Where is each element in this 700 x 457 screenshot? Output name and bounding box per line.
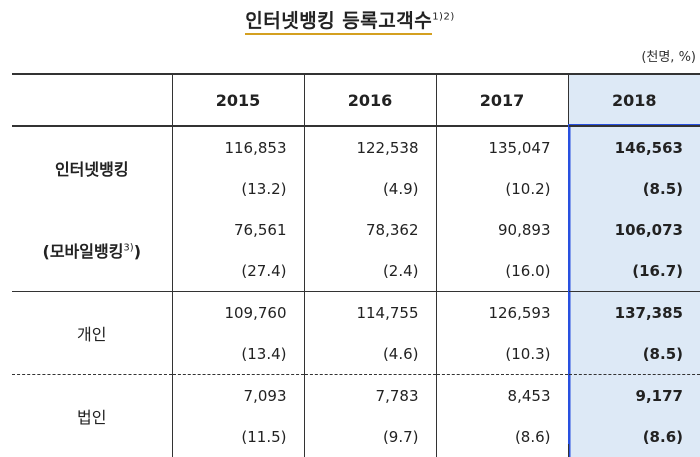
table-cell-highlight: 146,563 xyxy=(568,126,700,168)
table-cell: 90,893 xyxy=(436,209,568,250)
table-cell: (11.5) xyxy=(172,416,304,457)
table-cell-highlight: (16.7) xyxy=(568,250,700,292)
table-cell: 8,453 xyxy=(436,375,568,417)
header-row: 2015 2016 2017 2018 xyxy=(12,74,700,126)
header-year: 2015 xyxy=(172,74,304,126)
table-cell: (13.4) xyxy=(172,333,304,375)
table-cell: 109,760 xyxy=(172,292,304,334)
header-year: 2017 xyxy=(436,74,568,126)
table-cell: 126,593 xyxy=(436,292,568,334)
table-cell-highlight: 9,177 xyxy=(568,375,700,417)
title-footnote: 1)2) xyxy=(432,12,455,23)
row-label: 인터넷뱅킹 xyxy=(12,126,172,209)
row-label: 개인 xyxy=(12,292,172,375)
table-row: (모바일뱅킹3)) 76,561 78,362 90,893 106,073 xyxy=(12,209,700,250)
row-label-text: (모바일뱅킹 xyxy=(43,242,124,261)
title-text: 인터넷뱅킹 등록고객수 xyxy=(245,10,432,35)
page-title: 인터넷뱅킹 등록고객수1)2) xyxy=(0,6,700,33)
table-cell: 7,783 xyxy=(304,375,436,417)
table-cell: (10.2) xyxy=(436,168,568,209)
header-year: 2016 xyxy=(304,74,436,126)
table-cell: (13.2) xyxy=(172,168,304,209)
data-table: 2015 2016 2017 2018 인터넷뱅킹 116,853 122,53… xyxy=(12,73,700,457)
table-cell: 135,047 xyxy=(436,126,568,168)
table-cell: (27.4) xyxy=(172,250,304,292)
table-cell-highlight: (8.5) xyxy=(568,333,700,375)
table-cell: 122,538 xyxy=(304,126,436,168)
table-cell-highlight: 137,385 xyxy=(568,292,700,334)
table-cell: (9.7) xyxy=(304,416,436,457)
table-cell: (2.4) xyxy=(304,250,436,292)
table-row: 개인 109,760 114,755 126,593 137,385 xyxy=(12,292,700,334)
table-cell: 76,561 xyxy=(172,209,304,250)
row-label: 법인 xyxy=(12,375,172,457)
unit-label: (천명, %) xyxy=(641,46,696,65)
table-cell: (8.6) xyxy=(436,416,568,457)
table-cell-highlight: 106,073 xyxy=(568,209,700,250)
table-cell: 116,853 xyxy=(172,126,304,168)
table-cell: 7,093 xyxy=(172,375,304,417)
table-cell: (16.0) xyxy=(436,250,568,292)
table-row: 인터넷뱅킹 116,853 122,538 135,047 146,563 xyxy=(12,126,700,168)
row-label: (모바일뱅킹3)) xyxy=(12,209,172,292)
row-label-tail: ) xyxy=(134,242,141,261)
table-cell: 78,362 xyxy=(304,209,436,250)
table-cell: (4.6) xyxy=(304,333,436,375)
table-cell: (4.9) xyxy=(304,168,436,209)
table-row: 법인 7,093 7,783 8,453 9,177 xyxy=(12,375,700,417)
table-cell-highlight: (8.6) xyxy=(568,416,700,457)
header-year-highlight: 2018 xyxy=(568,74,700,126)
table-cell: (10.3) xyxy=(436,333,568,375)
table-cell-highlight: (8.5) xyxy=(568,168,700,209)
row-label-footnote: 3) xyxy=(123,243,133,254)
header-corner xyxy=(12,74,172,126)
table-cell: 114,755 xyxy=(304,292,436,334)
